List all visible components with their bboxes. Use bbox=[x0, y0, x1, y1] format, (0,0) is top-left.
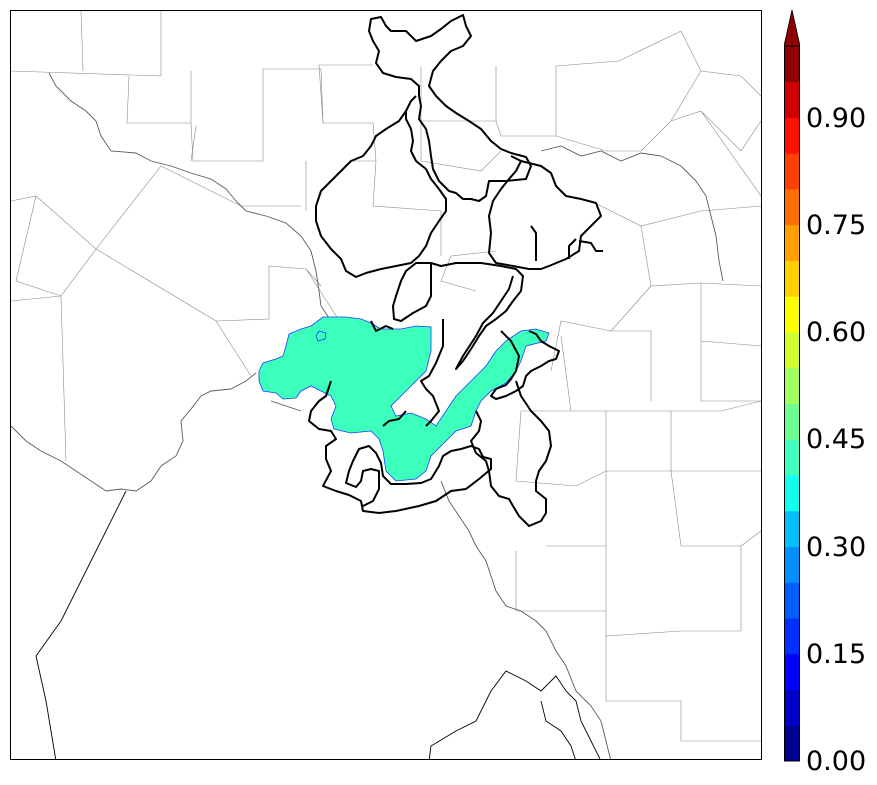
colorbar-band bbox=[784, 117, 800, 154]
colorbar-tick-label: 0.45 bbox=[806, 424, 867, 456]
colorbar-band bbox=[784, 81, 800, 118]
map-panel bbox=[10, 10, 762, 760]
contour-outlines bbox=[308, 14, 603, 527]
colorbar-band bbox=[784, 689, 800, 726]
colorbar-band bbox=[784, 296, 800, 333]
map-svg bbox=[11, 11, 761, 759]
colorbar-tick-label: 0.75 bbox=[806, 209, 867, 241]
colorbar-tick-label: 0.00 bbox=[806, 746, 867, 777]
colorbar-band bbox=[784, 510, 800, 547]
colorbar-band bbox=[784, 367, 800, 404]
national-border bbox=[35, 490, 601, 759]
colorbar-band bbox=[784, 189, 800, 226]
colorbar-band bbox=[784, 439, 800, 476]
county-boundaries bbox=[11, 11, 761, 742]
colorbar bbox=[784, 10, 800, 762]
colorbar-band bbox=[784, 618, 800, 655]
probability-region bbox=[258, 316, 550, 482]
colorbar-band bbox=[784, 224, 800, 261]
colorbar-tick-label: 0.90 bbox=[806, 102, 867, 134]
colorbar-band bbox=[784, 582, 800, 619]
colorbar-band bbox=[784, 332, 800, 369]
colorbar-tick-label: 0.15 bbox=[806, 638, 867, 670]
colorbar-band bbox=[784, 725, 800, 762]
colorbar-tick-label: 0.30 bbox=[806, 531, 867, 563]
state-boundaries bbox=[11, 72, 724, 759]
colorbar-extend-arrow bbox=[784, 10, 800, 47]
colorbar-band bbox=[784, 260, 800, 297]
colorbar-band bbox=[784, 546, 800, 583]
colorbar-band bbox=[784, 46, 800, 83]
colorbar-band bbox=[784, 475, 800, 512]
filled-contour bbox=[258, 316, 550, 482]
colorbar-bands bbox=[784, 46, 800, 762]
colorbar-outline bbox=[784, 45, 800, 762]
colorbar-band bbox=[784, 653, 800, 690]
colorbar-tick-label: 0.60 bbox=[806, 317, 867, 348]
colorbar-band bbox=[784, 403, 800, 440]
colorbar-band bbox=[784, 153, 800, 190]
